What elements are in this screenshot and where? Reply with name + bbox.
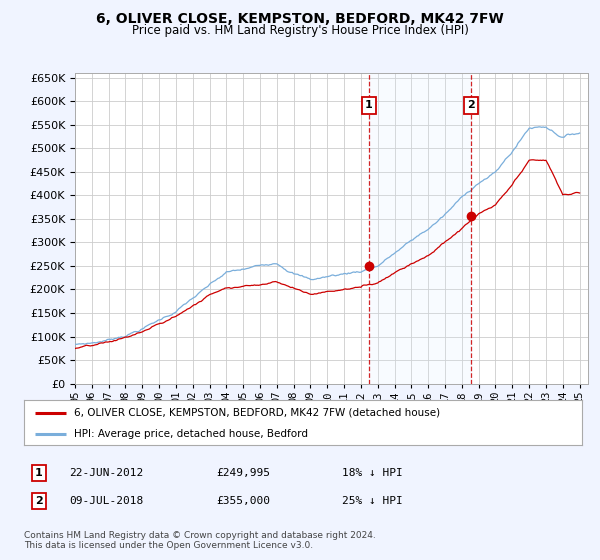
Text: 2: 2: [35, 496, 43, 506]
Text: £355,000: £355,000: [216, 496, 270, 506]
Text: 18% ↓ HPI: 18% ↓ HPI: [342, 468, 403, 478]
Text: £249,995: £249,995: [216, 468, 270, 478]
Text: 09-JUL-2018: 09-JUL-2018: [69, 496, 143, 506]
Text: HPI: Average price, detached house, Bedford: HPI: Average price, detached house, Bedf…: [74, 429, 308, 439]
Text: Price paid vs. HM Land Registry's House Price Index (HPI): Price paid vs. HM Land Registry's House …: [131, 24, 469, 36]
Text: 6, OLIVER CLOSE, KEMPSTON, BEDFORD, MK42 7FW (detached house): 6, OLIVER CLOSE, KEMPSTON, BEDFORD, MK42…: [74, 408, 440, 418]
Text: 6, OLIVER CLOSE, KEMPSTON, BEDFORD, MK42 7FW: 6, OLIVER CLOSE, KEMPSTON, BEDFORD, MK42…: [96, 12, 504, 26]
Text: 2: 2: [467, 100, 475, 110]
Text: 1: 1: [365, 100, 373, 110]
Text: 22-JUN-2012: 22-JUN-2012: [69, 468, 143, 478]
Bar: [369, 73, 470, 384]
Text: 25% ↓ HPI: 25% ↓ HPI: [342, 496, 403, 506]
Text: Contains HM Land Registry data © Crown copyright and database right 2024.
This d: Contains HM Land Registry data © Crown c…: [24, 531, 376, 550]
Text: 1: 1: [35, 468, 43, 478]
